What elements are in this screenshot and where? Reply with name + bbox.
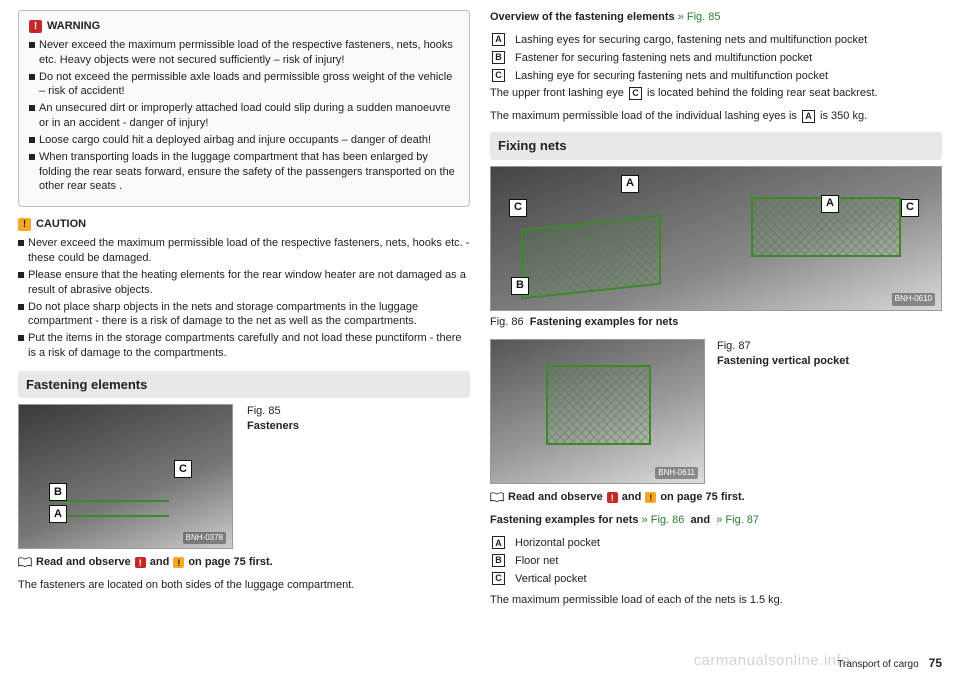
fasteners-location-text: The fasteners are located on both sides …	[18, 578, 470, 593]
warning-icon: !	[135, 557, 146, 568]
warning-title-text: WARNING	[47, 19, 100, 34]
legend-row: BFloor net	[490, 554, 942, 569]
section-fixing-nets: Fixing nets	[490, 132, 942, 160]
warning-item: Never exceed the maximum permissible loa…	[29, 38, 459, 68]
figure-87: BNH-0611	[490, 339, 705, 484]
book-icon	[18, 557, 32, 568]
figure-86: A C B A C BNH-0610	[490, 166, 942, 311]
page-footer: Transport of cargo 75	[837, 655, 942, 672]
fig87-caption: Fig. 87 Fastening vertical pocket	[717, 339, 849, 369]
caution-block: ! CAUTION Never exceed the maximum permi…	[18, 217, 470, 361]
overview-heading: Overview of the fastening elements » Fig…	[490, 10, 942, 25]
legend-row: BFastener for securing fastening nets an…	[490, 51, 942, 66]
section-fastening-elements: Fastening elements	[18, 371, 470, 399]
fig86-label-b: B	[511, 277, 529, 295]
read-observe-left: Read and observe ! and ! on page 75 firs…	[18, 555, 470, 570]
caution-item: Never exceed the maximum permissible loa…	[18, 236, 470, 266]
fig85-label-a: A	[49, 505, 67, 523]
fig85-caption: Fig. 85 Fasteners	[247, 404, 299, 434]
fig85-label-b: B	[49, 483, 67, 501]
legend-row: CVertical pocket	[490, 572, 942, 587]
examples-heading: Fastening examples for nets » Fig. 86 an…	[490, 513, 942, 528]
warning-icon: !	[607, 492, 618, 503]
fig85-label-c: C	[174, 460, 192, 478]
book-icon	[490, 492, 504, 503]
caution-title: ! CAUTION	[18, 217, 470, 232]
fig86-label-c: C	[509, 199, 527, 217]
nets-max-load-text: The maximum permissible load of each of …	[490, 593, 942, 608]
fig86-code: BNH-0610	[892, 293, 935, 306]
fig87-code: BNH-0611	[655, 467, 698, 480]
warning-box: ! WARNING Never exceed the maximum permi…	[18, 10, 470, 207]
legend-row: CLashing eye for securing fastening nets…	[490, 69, 942, 84]
caution-icon: !	[173, 557, 184, 568]
page-watermark: carmanualsonline.info	[694, 651, 850, 671]
warning-icon: !	[29, 20, 42, 33]
legend-row: AHorizontal pocket	[490, 536, 942, 551]
caution-item: Put the items in the storage compartment…	[18, 331, 470, 361]
read-observe-right: Read and observe ! and ! on page 75 firs…	[490, 490, 942, 505]
fig86-caption: Fig. 86 Fastening examples for nets	[490, 315, 942, 330]
figure-85: A B C BNH-0378	[18, 404, 233, 549]
fig86-label-a: A	[621, 175, 639, 193]
fig86-label-c: C	[901, 199, 919, 217]
legend-row: ALashing eyes for securing cargo, fasten…	[490, 33, 942, 48]
fig85-code: BNH-0378	[183, 532, 226, 545]
warning-title: ! WARNING	[29, 19, 459, 34]
warning-item: When transporting loads in the luggage c…	[29, 150, 459, 195]
warning-item: Do not exceed the permissible axle loads…	[29, 70, 459, 100]
warning-item: Loose cargo could hit a deployed airbag …	[29, 133, 459, 148]
warning-item: An unsecured dirt or improperly attached…	[29, 101, 459, 131]
fig86-label-a: A	[821, 195, 839, 213]
caution-icon: !	[18, 218, 31, 231]
caution-title-text: CAUTION	[36, 217, 86, 232]
max-load-text: The maximum permissible load of the indi…	[490, 109, 942, 124]
caution-icon: !	[645, 492, 656, 503]
caution-item: Do not place sharp objects in the nets a…	[18, 300, 470, 330]
caution-item: Please ensure that the heating elements …	[18, 268, 470, 298]
upper-front-lashing-text: The upper front lashing eye C is located…	[490, 86, 942, 101]
